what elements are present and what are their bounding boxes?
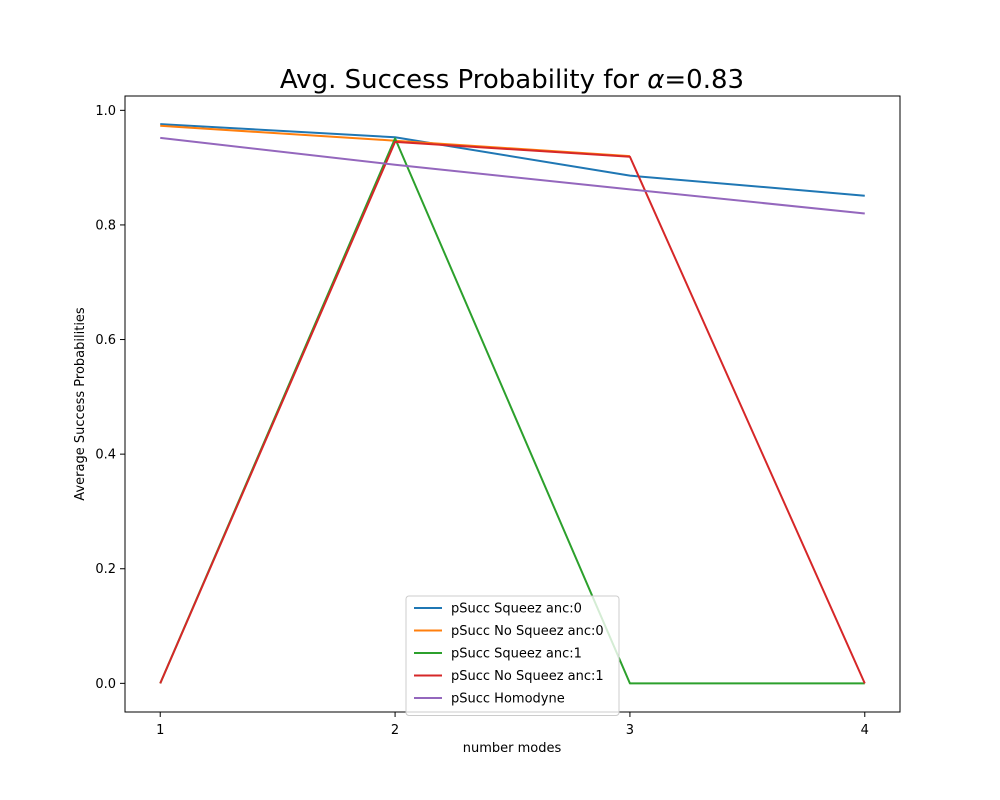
legend: pSucc Squeez anc:0 pSucc No Squeez anc:0 p… bbox=[405, 595, 620, 716]
series-layer bbox=[159, 123, 866, 685]
x-tick-label: 1 bbox=[156, 723, 164, 738]
x-tick-label: 4 bbox=[861, 723, 869, 738]
ticks-layer: 1 2 3 4 0.0 0.2 0.4 0.6 0.8 1.0 bbox=[95, 104, 869, 738]
title-suffix: =0.83 bbox=[664, 65, 744, 95]
legend-entry: pSucc No Squeez anc:1 bbox=[451, 669, 604, 684]
x-tick-label: 3 bbox=[626, 723, 634, 738]
y-tick-label: 0.4 bbox=[95, 448, 116, 463]
title-symbol: α bbox=[647, 65, 664, 95]
y-tick-label: 0.2 bbox=[95, 562, 116, 577]
x-tick-label: 2 bbox=[391, 723, 399, 738]
legend-entry: pSucc Squeez anc:0 bbox=[451, 602, 582, 617]
y-tick-label: 1.0 bbox=[95, 104, 116, 119]
series-line-3 bbox=[159, 140, 866, 684]
legend-box bbox=[405, 595, 620, 716]
x-axis-label: number modes bbox=[463, 741, 562, 756]
y-tick-label: 0.8 bbox=[95, 218, 116, 233]
y-tick-label: 0.6 bbox=[95, 333, 116, 348]
legend-entry: pSucc Homodyne bbox=[451, 692, 565, 707]
legend-entry: pSucc Squeez anc:1 bbox=[451, 647, 582, 662]
chart-title: Avg. Success Probability for α=0.83 bbox=[280, 65, 744, 95]
y-tick-label: 0.0 bbox=[95, 677, 116, 692]
series-line-0 bbox=[160, 123, 865, 197]
title-prefix: Avg. Success Probability for bbox=[280, 65, 647, 95]
y-axis-label: Average Success Probabilities bbox=[73, 307, 88, 501]
series-line-4 bbox=[160, 136, 865, 215]
legend-entry: pSucc No Squeez anc:0 bbox=[451, 624, 604, 639]
